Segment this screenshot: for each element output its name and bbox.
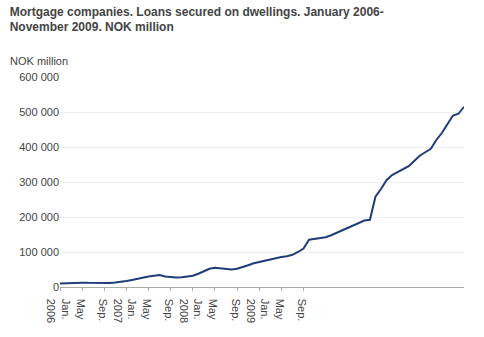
svg-text:Sep.: Sep. [230, 299, 242, 322]
svg-text:May: May [274, 299, 286, 320]
svg-text:500 000: 500 000 [19, 106, 59, 118]
svg-text:0: 0 [53, 281, 59, 293]
svg-text:Jan.2007: Jan.2007 [112, 299, 138, 323]
svg-text:Sep.: Sep. [296, 299, 308, 322]
svg-text:100 000: 100 000 [19, 246, 59, 258]
svg-text:May: May [75, 299, 87, 320]
svg-text:Sep.: Sep. [97, 299, 109, 322]
svg-text:May: May [207, 299, 219, 320]
svg-text:May: May [141, 299, 153, 320]
svg-text:NOK million: NOK million [10, 55, 68, 67]
svg-text:Jan.2008: Jan.2008 [178, 299, 204, 323]
svg-text:Jan.2009: Jan.2009 [245, 299, 271, 323]
svg-text:Mortgage companies. Loans secu: Mortgage companies. Loans secured on dwe… [10, 5, 384, 35]
svg-text:400 000: 400 000 [19, 141, 59, 153]
svg-text:Jan.2006: Jan.2006 [45, 299, 71, 323]
svg-text:200 000: 200 000 [19, 211, 59, 223]
svg-text:600 000: 600 000 [19, 71, 59, 83]
svg-text:Sep.: Sep. [163, 299, 175, 322]
svg-text:300 000: 300 000 [19, 176, 59, 188]
